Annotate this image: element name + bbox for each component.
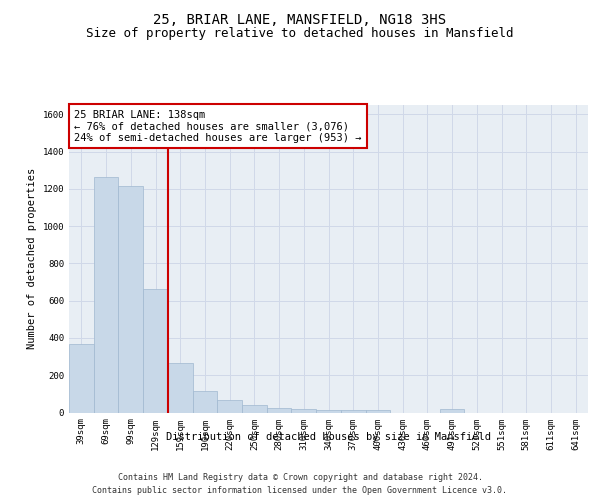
Text: Contains public sector information licensed under the Open Government Licence v3: Contains public sector information licen… bbox=[92, 486, 508, 495]
Bar bbox=[193, 391, 217, 412]
Bar bbox=[292, 409, 316, 412]
Text: Distribution of detached houses by size in Mansfield: Distribution of detached houses by size … bbox=[166, 432, 491, 442]
Text: 25 BRIAR LANE: 138sqm
← 76% of detached houses are smaller (3,076)
24% of semi-d: 25 BRIAR LANE: 138sqm ← 76% of detached … bbox=[74, 110, 362, 143]
Bar bbox=[118, 186, 143, 412]
Y-axis label: Number of detached properties: Number of detached properties bbox=[27, 168, 37, 350]
Bar bbox=[242, 406, 267, 412]
Bar bbox=[69, 344, 94, 412]
Bar bbox=[440, 409, 464, 412]
Bar bbox=[94, 177, 118, 412]
Text: 25, BRIAR LANE, MANSFIELD, NG18 3HS: 25, BRIAR LANE, MANSFIELD, NG18 3HS bbox=[154, 12, 446, 26]
Bar bbox=[267, 408, 292, 412]
Text: Size of property relative to detached houses in Mansfield: Size of property relative to detached ho… bbox=[86, 28, 514, 40]
Bar bbox=[316, 410, 341, 412]
Bar bbox=[168, 363, 193, 412]
Bar bbox=[143, 288, 168, 412]
Bar bbox=[341, 410, 365, 412]
Text: Contains HM Land Registry data © Crown copyright and database right 2024.: Contains HM Land Registry data © Crown c… bbox=[118, 472, 482, 482]
Bar bbox=[365, 410, 390, 412]
Bar bbox=[217, 400, 242, 412]
